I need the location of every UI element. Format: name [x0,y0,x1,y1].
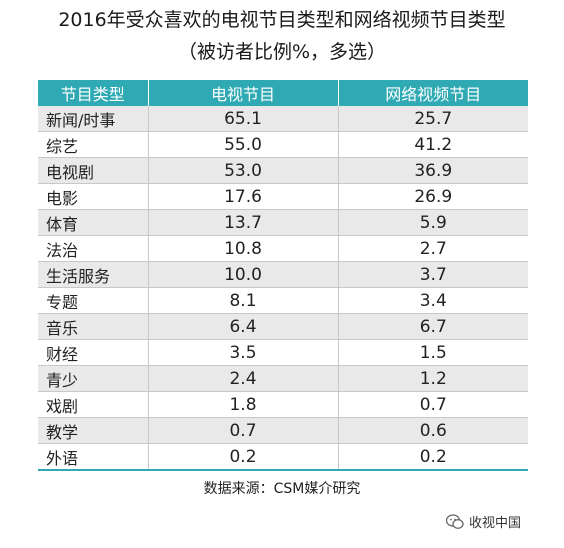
cell-tv-value: 55.0 [148,131,339,158]
cell-online-value: 1.5 [338,339,528,366]
cell-online-value: 3.7 [338,261,528,288]
cell-online-value: 1.2 [338,365,528,392]
cell-online-value: 2.7 [338,235,528,262]
cell-online-value: 0.2 [338,443,528,471]
cell-online-value: 41.2 [338,131,528,158]
header-program-type: 节目类型 [38,80,149,106]
cell-online-value: 25.7 [338,106,528,132]
table-row: 体育 13.7 5.9 [38,209,528,236]
header-tv-programs: 电视节目 [148,80,339,106]
cell-online-value: 6.7 [338,313,528,340]
cell-program-type: 新闻/时事 [38,106,149,132]
cell-program-type: 法治 [38,235,149,262]
wechat-icon [446,513,464,529]
cell-tv-value: 65.1 [148,106,339,132]
cell-online-value: 26.9 [338,183,528,210]
cell-tv-value: 10.8 [148,235,339,262]
cell-program-type: 戏剧 [38,391,149,418]
table-row: 综艺 55.0 41.2 [38,131,528,158]
cell-program-type: 音乐 [38,313,149,340]
cell-program-type: 专题 [38,287,149,314]
data-table: 节目类型 电视节目 网络视频节目 新闻/时事 65.1 25.7 综艺 55.0 41.2… [38,80,528,471]
cell-program-type: 青少 [38,365,149,392]
table-row: 教学 0.7 0.6 [38,417,528,444]
cell-online-value: 3.4 [338,287,528,314]
cell-online-value: 0.6 [338,417,528,444]
cell-online-value: 36.9 [338,157,528,184]
table-row: 外语 0.2 0.2 [38,443,528,471]
table-row: 生活服务 10.0 3.7 [38,261,528,288]
table-row: 戏剧 1.8 0.7 [38,391,528,418]
header-online-video-programs: 网络视频节目 [338,80,528,106]
cell-program-type: 电影 [38,183,149,210]
table-row: 法治 10.8 2.7 [38,235,528,262]
cell-program-type: 教学 [38,417,149,444]
watermark-text: 收视中国 [469,516,522,531]
table-body: 新闻/时事 65.1 25.7 综艺 55.0 41.2 电视剧 53.0 36.9 电影 17.6… [38,106,528,471]
watermark: 收视中国 [446,512,521,531]
cell-program-type: 生活服务 [38,261,149,288]
table-header-row: 节目类型 电视节目 网络视频节目 [38,80,528,106]
cell-tv-value: 1.8 [148,391,339,418]
cell-tv-value: 8.1 [148,287,339,314]
cell-program-type: 财经 [38,339,149,366]
table-row: 专题 8.1 3.4 [38,287,528,314]
data-source-note: 数据来源：CSM媒介研究 [203,481,361,497]
cell-program-type: 电视剧 [38,157,149,184]
cell-tv-value: 0.2 [148,443,339,471]
cell-tv-value: 6.4 [148,313,339,340]
cell-program-type: 体育 [38,209,149,236]
cell-tv-value: 3.5 [148,339,339,366]
table-row: 音乐 6.4 6.7 [38,313,528,340]
table-row: 青少 2.4 1.2 [38,365,528,392]
table-row: 电影 17.6 26.9 [38,183,528,210]
cell-tv-value: 2.4 [148,365,339,392]
table-row: 新闻/时事 65.1 25.7 [38,106,528,132]
cell-program-type: 外语 [38,443,149,471]
table-row: 电视剧 53.0 36.9 [38,157,528,184]
cell-tv-value: 17.6 [148,183,339,210]
chart-title: 2016年受众喜欢的电视节目类型和网络视频节目类型 [58,9,506,31]
cell-online-value: 5.9 [338,209,528,236]
cell-tv-value: 13.7 [148,209,339,236]
table-row: 财经 3.5 1.5 [38,339,528,366]
chart-subtitle: （被访者比例%，多选） [177,41,387,63]
cell-tv-value: 10.0 [148,261,339,288]
cell-program-type: 综艺 [38,131,149,158]
cell-tv-value: 0.7 [148,417,339,444]
cell-online-value: 0.7 [338,391,528,418]
cell-tv-value: 53.0 [148,157,339,184]
